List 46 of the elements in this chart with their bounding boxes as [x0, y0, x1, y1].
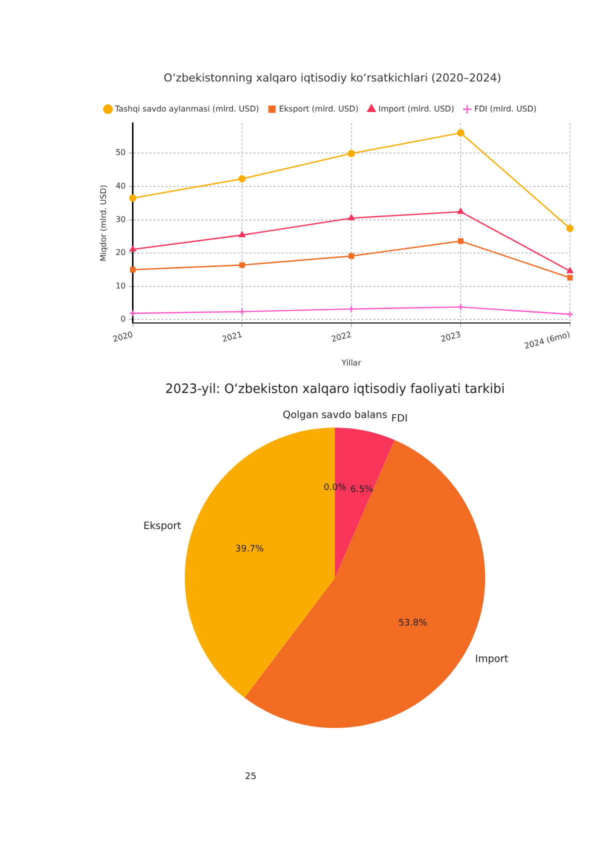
- point: [238, 308, 246, 316]
- x-tick-label: 2020: [112, 330, 134, 344]
- y-tick-label: 20: [116, 248, 126, 258]
- point: [238, 175, 246, 182]
- x-tick-label: 2021: [221, 330, 244, 344]
- chart-title: 2023-yil: O‘zbekiston xalqaro iqtisodiy faoliyati tarkibi: [165, 382, 505, 398]
- point: [348, 305, 356, 313]
- data-label: 53.8%: [398, 618, 428, 629]
- point: [348, 253, 354, 259]
- point: [239, 262, 245, 268]
- y-tick-label: 0: [120, 314, 126, 324]
- text: 25: [245, 772, 256, 782]
- legend-label: Import (mlrd. USD): [378, 104, 454, 114]
- point: [130, 266, 136, 272]
- data-label: 6.5%: [350, 484, 374, 495]
- point: [457, 303, 464, 311]
- x-axis-title: Yillar: [340, 358, 362, 368]
- point: [566, 224, 574, 232]
- point: [457, 208, 464, 214]
- legend-label: Tashqi savdo aylanmasi (mlrd. USD): [114, 104, 259, 114]
- chart-title: O‘zbekistonning xalqaro iqtisodiy ko‘rsatkichlari (2020–2024): [164, 71, 502, 84]
- text: 0.0%: [324, 483, 346, 494]
- point: [238, 231, 246, 238]
- point: [566, 267, 574, 274]
- point: [348, 214, 355, 220]
- y-tick-label: 30: [116, 214, 126, 224]
- slice-label: Import: [475, 654, 508, 666]
- point: [130, 246, 136, 252]
- slice-label: Eksport: [143, 520, 182, 532]
- point: [458, 238, 464, 244]
- y-tick-label: 50: [116, 148, 126, 158]
- point: [129, 194, 136, 202]
- legend-label: FDI (mlrd. USD): [474, 104, 537, 114]
- x-tick-label: 2024 (6mo): [523, 330, 572, 351]
- legend-label: Eksport (mlrd. USD): [278, 104, 358, 114]
- x-tick-label: 2023: [440, 330, 462, 344]
- y-axis-title: Miqdor (mlrd. USD): [98, 184, 108, 262]
- category-label: Qolgan savdo balans: [282, 410, 388, 422]
- point: [457, 129, 464, 137]
- y-tick-label: 40: [116, 182, 126, 191]
- slice-label: FDI: [391, 414, 408, 425]
- data-label: 39.7%: [235, 544, 264, 554]
- x-tick-label: 2022: [330, 330, 352, 344]
- point: [567, 274, 573, 280]
- point: [348, 150, 356, 158]
- y-tick-label: 10: [116, 281, 126, 290]
